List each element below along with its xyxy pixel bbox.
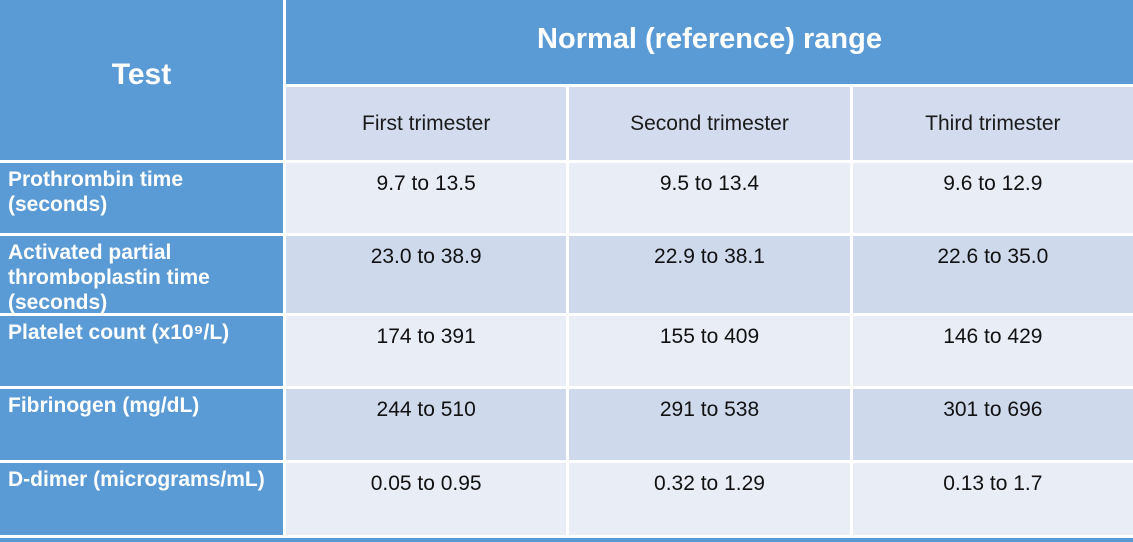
cell-fibrinogen-first: 244 to 510 [286, 389, 567, 460]
row-label-prothrombin-time: Prothrombin time (seconds) [0, 163, 283, 233]
group-header-normal-range: Normal (reference) range [286, 0, 1133, 84]
cell-ddimer-first: 0.05 to 0.95 [286, 463, 567, 535]
cell-ddimer-third: 0.13 to 1.7 [852, 463, 1133, 535]
row-label-platelet-count: Platelet count (x10⁹/L) [0, 316, 283, 386]
cell-ddimer-second: 0.32 to 1.29 [569, 463, 850, 535]
cell-platelet-first: 174 to 391 [286, 316, 567, 386]
column-header-first-trimester: First trimester [286, 87, 567, 160]
corner-header-test: Test [0, 0, 283, 160]
row-label-aptt: Activated partial thromboplastin time (s… [0, 236, 283, 313]
cell-fibrinogen-second: 291 to 538 [569, 389, 850, 460]
cell-platelet-third: 146 to 429 [852, 316, 1133, 386]
cell-aptt-first: 23.0 to 38.9 [286, 236, 567, 313]
cell-prothrombin-first: 9.7 to 13.5 [286, 163, 567, 233]
cell-aptt-second: 22.9 to 38.1 [569, 236, 850, 313]
row-label-d-dimer: D-dimer (micrograms/mL) [0, 463, 283, 535]
cell-prothrombin-second: 9.5 to 13.4 [569, 163, 850, 233]
column-header-third-trimester: Third trimester [852, 87, 1133, 160]
cell-aptt-third: 22.6 to 35.0 [852, 236, 1133, 313]
table-bottom-border [0, 538, 1133, 542]
column-header-second-trimester: Second trimester [569, 87, 850, 160]
row-label-fibrinogen: Fibrinogen (mg/dL) [0, 389, 283, 460]
cell-prothrombin-third: 9.6 to 12.9 [852, 163, 1133, 233]
cell-fibrinogen-third: 301 to 696 [852, 389, 1133, 460]
cell-platelet-second: 155 to 409 [569, 316, 850, 386]
